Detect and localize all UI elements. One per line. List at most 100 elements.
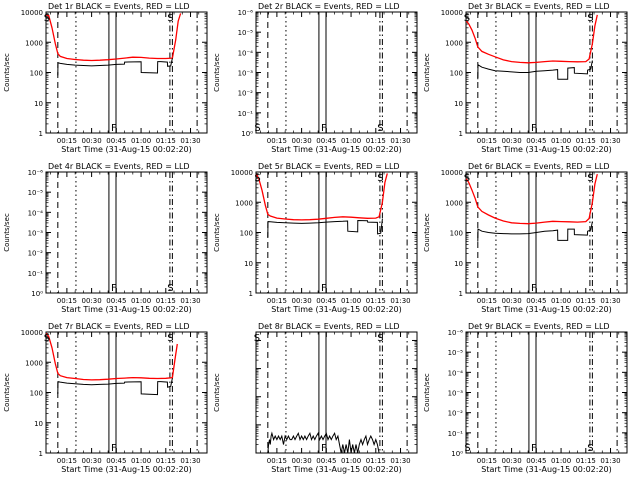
y-tick-label: 10⁻¹ bbox=[28, 270, 44, 278]
series-lld-line bbox=[465, 173, 598, 225]
x-tick-label: 01:00 bbox=[131, 457, 151, 465]
y-tick-label: 10⁻⁴ bbox=[238, 49, 254, 57]
x-tick-label: 00:45 bbox=[526, 297, 546, 305]
chart-panel-6: Det 6r BLACK = Events, RED = LLD Counts/s… bbox=[423, 162, 628, 314]
x-tick-label: 01:00 bbox=[131, 137, 151, 145]
plot-frame bbox=[45, 331, 208, 454]
y-axis-label: Counts/sec bbox=[213, 53, 221, 92]
series-lld-line bbox=[465, 14, 598, 64]
y-axis-label: Counts/sec bbox=[423, 53, 431, 92]
marker-s: S bbox=[377, 123, 383, 134]
series-events-line bbox=[267, 431, 380, 454]
y-tick-label: 10⁰ bbox=[451, 450, 463, 458]
marker-f: F bbox=[111, 443, 117, 454]
y-axis-label: Counts/sec bbox=[3, 53, 11, 92]
series-lld-line bbox=[45, 333, 178, 381]
x-tick-label: 01:30 bbox=[600, 137, 620, 145]
x-tick-label: 01:30 bbox=[390, 297, 410, 305]
marker-s: S bbox=[587, 443, 593, 454]
x-tick-label: 01:15 bbox=[576, 137, 596, 145]
x-tick-label: 00:15 bbox=[57, 297, 77, 305]
y-tick-label: 10⁰ bbox=[31, 290, 43, 298]
x-tick-label: 00:15 bbox=[477, 297, 497, 305]
y-tick-label: 10⁻⁶ bbox=[238, 9, 254, 17]
chart-title: Det 6r BLACK = Events, RED = LLD bbox=[468, 162, 610, 171]
marker-f: F bbox=[531, 443, 537, 454]
x-axis-label: Start Time (31-Aug-15 00:02:20) bbox=[61, 145, 192, 154]
x-tick-label: 00:15 bbox=[57, 457, 77, 465]
marker-s: S bbox=[587, 13, 593, 24]
y-tick-label: 10 bbox=[34, 420, 43, 428]
series-events-line bbox=[267, 218, 383, 238]
x-tick-label: 01:15 bbox=[156, 457, 176, 465]
marker-s: S bbox=[377, 333, 383, 344]
chart-panel-4: Det 4r BLACK = Events, RED = LLD Counts/s… bbox=[3, 162, 208, 314]
y-tick-label: 10⁻⁵ bbox=[448, 349, 464, 357]
x-tick-label: 01:00 bbox=[551, 297, 571, 305]
marker-s: S bbox=[587, 173, 593, 184]
y-tick-label: 10⁻³ bbox=[28, 230, 44, 238]
marker-f: F bbox=[321, 443, 327, 454]
chart-panel-7: Det 7r BLACK = Events, RED = LLD Counts/s… bbox=[3, 322, 208, 474]
marker-f: F bbox=[531, 123, 537, 134]
x-axis-label: Start Time (31-Aug-15 00:02:20) bbox=[61, 305, 192, 314]
x-tick-label: 00:15 bbox=[267, 297, 287, 305]
plot-frame bbox=[45, 11, 208, 134]
x-tick-label: 00:30 bbox=[502, 297, 522, 305]
y-tick-label: 10000 bbox=[441, 169, 463, 177]
x-axis-label: Start Time (31-Aug-15 00:02:20) bbox=[271, 465, 402, 474]
y-tick-label: 10 bbox=[454, 260, 463, 268]
x-tick-label: 01:30 bbox=[390, 137, 410, 145]
series-lld-line bbox=[255, 173, 388, 221]
y-tick-label: 100 bbox=[450, 230, 463, 238]
y-tick-label: 10 bbox=[34, 100, 43, 108]
x-tick-label: 00:15 bbox=[477, 137, 497, 145]
marker-s: S bbox=[167, 13, 173, 24]
x-tick-label: 00:30 bbox=[502, 137, 522, 145]
x-tick-label: 01:30 bbox=[180, 137, 200, 145]
marker-f: F bbox=[321, 283, 327, 294]
y-axis-label: Counts/sec bbox=[423, 373, 431, 412]
y-axis-label: Counts/sec bbox=[3, 213, 11, 252]
chart-panel-5: Det 5r BLACK = Events, RED = LLD Counts/s… bbox=[213, 162, 418, 314]
y-tick-label: 10⁻² bbox=[448, 410, 464, 418]
x-axis-label: Start Time (31-Aug-15 00:02:20) bbox=[481, 145, 612, 154]
chart-title: Det 9r BLACK = Events, RED = LLD bbox=[468, 322, 610, 331]
series-events-line bbox=[477, 60, 593, 80]
y-tick-label: 10⁻² bbox=[238, 90, 254, 98]
marker-s: S bbox=[254, 333, 260, 344]
x-tick-label: 00:15 bbox=[267, 457, 287, 465]
y-tick-label: 100 bbox=[30, 390, 43, 398]
x-tick-label: 00:30 bbox=[82, 137, 102, 145]
x-tick-label: 00:45 bbox=[316, 457, 336, 465]
plot-frame bbox=[255, 171, 418, 294]
series-events-line bbox=[57, 377, 173, 396]
x-tick-label: 00:45 bbox=[106, 457, 126, 465]
x-tick-label: 00:45 bbox=[106, 137, 126, 145]
y-tick-label: 10000 bbox=[231, 169, 253, 177]
y-axis-label: Counts/sec bbox=[423, 213, 431, 252]
marker-s: S bbox=[167, 283, 173, 294]
y-tick-label: 1000 bbox=[25, 359, 43, 367]
y-tick-label: 10⁻¹ bbox=[238, 110, 254, 118]
marker-s: S bbox=[44, 333, 50, 344]
series-lld-line bbox=[46, 13, 182, 62]
chart-title: Det 2r BLACK = Events, RED = LLD bbox=[258, 2, 400, 11]
x-axis-label: Start Time (31-Aug-15 00:02:20) bbox=[481, 305, 612, 314]
y-tick-label: 10⁰ bbox=[241, 130, 253, 138]
y-axis-label: Counts/sec bbox=[213, 213, 221, 252]
x-tick-label: 01:15 bbox=[156, 297, 176, 305]
x-tick-label: 01:00 bbox=[131, 297, 151, 305]
chart-panel-1: Det 1r BLACK = Events, RED = LLD Counts/s… bbox=[3, 2, 208, 154]
x-tick-label: 01:00 bbox=[341, 297, 361, 305]
x-tick-label: 00:45 bbox=[106, 297, 126, 305]
y-tick-label: 10⁻⁵ bbox=[28, 189, 44, 197]
chart-title: Det 8r BLACK = Events, RED = LLD bbox=[258, 322, 400, 331]
marker-s: S bbox=[377, 173, 383, 184]
marker-s: S bbox=[167, 333, 173, 344]
x-tick-label: 01:30 bbox=[180, 457, 200, 465]
plot-frame bbox=[255, 11, 418, 134]
y-tick-label: 10 bbox=[244, 260, 253, 268]
series-events-line bbox=[477, 221, 593, 242]
y-axis-label: Counts/sec bbox=[3, 373, 11, 412]
